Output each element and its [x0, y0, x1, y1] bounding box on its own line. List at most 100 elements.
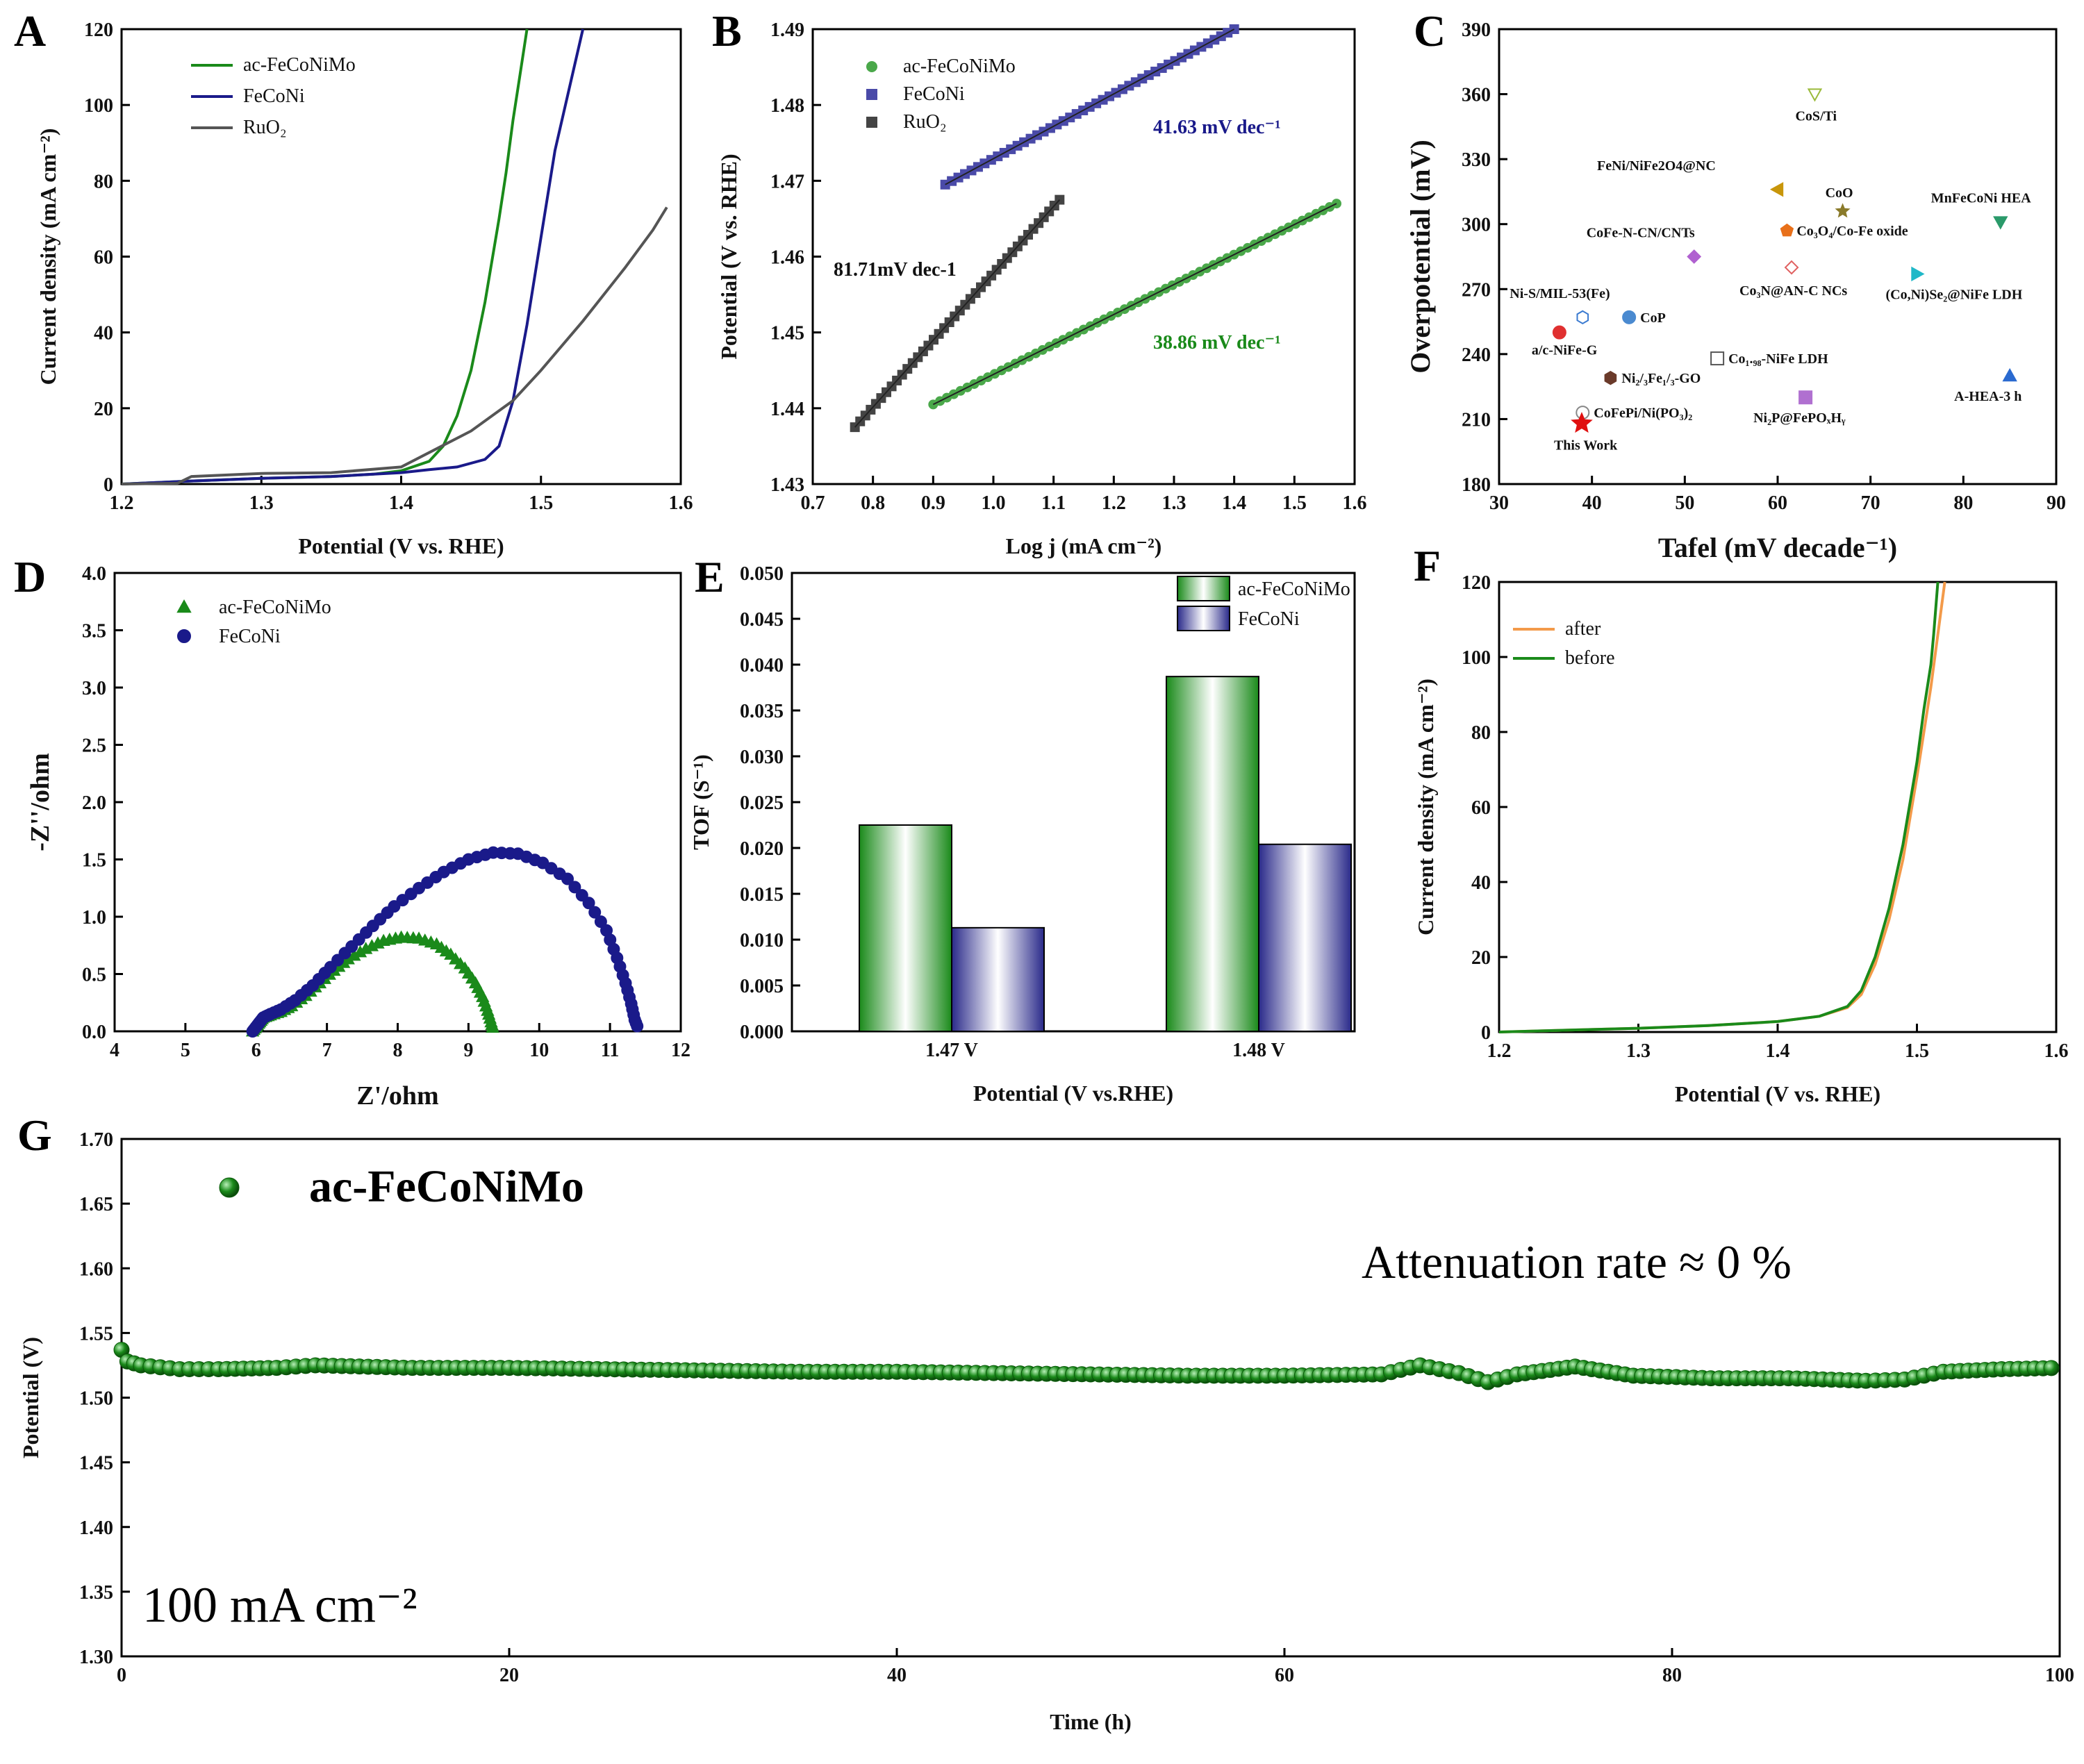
f-y-tick-label: 120 [1462, 572, 1491, 594]
panel-letter-e: E [695, 552, 725, 601]
panel-letter-g: G [17, 1110, 52, 1160]
e-y-tick-label: 0.005 [740, 976, 784, 997]
a-x-tick-label: 1.3 [249, 492, 274, 514]
a-y-tick-label: 60 [94, 247, 113, 269]
f-x-tick-label: 1.4 [1766, 1040, 1790, 1062]
c-x-tick-label: 40 [1582, 492, 1602, 514]
panel-b-tafel-chart: 0.7 0.8 0.9 1.0 1.1 1.2 1.3 1.4 1.5 1.6 1.43 1.44 1.… [716, 19, 1367, 558]
c-point-label-12: Ni₂/₃Fe₁/₃-GO [1621, 371, 1701, 386]
g-y-tick-label: 1.65 [79, 1194, 113, 1215]
d-x-axis-title: Z'/ohm [356, 1081, 438, 1110]
f-y-tick-label: 40 [1471, 872, 1491, 894]
a-x-tick-label: 1.4 [389, 492, 413, 514]
a-y-tick-label: 0 [104, 474, 113, 496]
b-x-tick-label: 0.7 [801, 492, 825, 514]
b-x-tick-label: 0.9 [921, 492, 945, 514]
a-y-tick-label: 120 [84, 19, 113, 41]
f-y-tick-label: 80 [1471, 722, 1491, 744]
c-point-label-5: CoFe-N-CN/CNTs [1587, 226, 1695, 241]
e-bar-1-0 [1166, 676, 1259, 1032]
d-legend-marker-1 [177, 629, 191, 643]
b-plot-frame [811, 28, 1356, 485]
c-point-marker-13 [2002, 367, 2017, 382]
f-series-line-1 [1498, 581, 1940, 1033]
panel-letter-b: B [712, 6, 742, 56]
f-y-tick-label: 100 [1462, 647, 1491, 669]
c-point-marker-16 [1571, 412, 1593, 433]
g-y-tick-label: 1.40 [79, 1517, 113, 1539]
c-point-marker-3 [1993, 216, 2008, 230]
e-y-tick-label: 0.020 [740, 838, 784, 860]
a-legend-label-2: RuO₂ [243, 117, 287, 138]
d-point [631, 1020, 644, 1033]
g-x-tick-label: 60 [1275, 1665, 1294, 1686]
g-y-tick-label: 1.60 [79, 1258, 113, 1280]
c-y-tick-label: 360 [1462, 85, 1491, 106]
f-x-tick-label: 1.3 [1626, 1040, 1651, 1062]
c-point-marker-2 [1835, 203, 1851, 218]
e-legend-swatch-1 [1177, 606, 1230, 631]
e-bar-1-1 [1258, 843, 1352, 1032]
b-legend-label-2: RuO₂ [903, 111, 947, 133]
b-annotation-acfeconimo: 38.86 mV dec⁻¹ [1153, 332, 1281, 353]
d-legend-label-0: ac-FeCoNiMo [219, 597, 331, 618]
a-x-axis-title: Potential (V vs. RHE) [298, 533, 504, 558]
g-y-tick-label: 1.55 [79, 1323, 113, 1345]
g-x-tick-label: 40 [887, 1665, 907, 1686]
d-point [396, 894, 409, 907]
d-y-tick-label: 2.0 [82, 792, 106, 814]
e-bar-0-0 [859, 824, 952, 1032]
d-legend-label-1: FeCoNi [219, 626, 281, 647]
f-x-tick-label: 1.5 [1905, 1040, 1929, 1062]
e-x-axis-title: Potential (V vs.RHE) [973, 1081, 1173, 1106]
c-point-label-10: a/c-NiFe-G [1532, 343, 1598, 358]
e-y-tick-label: 0.015 [740, 884, 784, 906]
b-x-tick-label: 0.8 [861, 492, 885, 514]
c-y-tick-label: 210 [1462, 409, 1491, 431]
d-y-tick-label: 2.5 [82, 735, 106, 757]
f-x-tick-label: 1.2 [1487, 1040, 1512, 1062]
c-x-tick-label: 90 [2046, 492, 2066, 514]
c-point-marker-11 [1710, 351, 1725, 366]
c-x-tick-label: 50 [1675, 492, 1694, 514]
b-legend-label-1: FeCoNi [903, 83, 965, 105]
f-x-axis-title: Potential (V vs. RHE) [1675, 1081, 1880, 1106]
g-attenuation-text: Attenuation rate ≈ 0 % [1362, 1235, 1792, 1288]
b-legend-marker-2 [866, 117, 877, 128]
b-fit-line-2 [854, 199, 1061, 428]
d-y-tick-label: 0.0 [82, 1022, 106, 1043]
b-y-tick-label: 1.43 [770, 474, 804, 496]
g-x-axis-title: Time (h) [1050, 1709, 1132, 1734]
c-y-tick-label: 330 [1462, 149, 1491, 171]
panel-letter-c: C [1414, 6, 1446, 56]
g-legend-label: ac-FeCoNiMo [309, 1161, 584, 1212]
e-legend-label-0: ac-FeCoNiMo [1238, 579, 1350, 600]
g-y-tick-label: 1.30 [79, 1647, 113, 1668]
a-series-line-2 [121, 206, 668, 485]
g-x-tick-label: 0 [117, 1665, 126, 1686]
b-x-tick-label: 1.0 [982, 492, 1006, 514]
f-x-tick-label: 1.6 [2044, 1040, 2069, 1062]
e-y-tick-label: 0.050 [740, 563, 784, 585]
d-x-tick-label: 5 [181, 1040, 190, 1061]
e-y-tick-label: 0.045 [740, 609, 784, 631]
b-y-tick-label: 1.46 [770, 247, 804, 269]
b-x-tick-label: 1.4 [1222, 492, 1246, 514]
f-y-axis-title: Current density (mA cm⁻²) [1413, 679, 1438, 935]
d-y-tick-label: 3.0 [82, 678, 106, 699]
c-point-label-8: Ni-S/MIL-53(Fe) [1510, 286, 1610, 301]
g-x-tick-label: 20 [499, 1665, 519, 1686]
d-legend-marker-0 [176, 599, 192, 613]
e-y-tick-label: 0.010 [740, 930, 784, 951]
g-y-tick-label: 1.45 [79, 1453, 113, 1474]
c-x-tick-label: 30 [1489, 492, 1509, 514]
e-legend-label-1: FeCoNi [1238, 608, 1300, 630]
b-x-tick-label: 1.1 [1041, 492, 1066, 514]
g-x-tick-label: 100 [2045, 1665, 2074, 1686]
c-point-marker-4 [1780, 223, 1794, 237]
b-y-tick-label: 1.49 [770, 19, 804, 41]
e-y-tick-label: 0.040 [740, 655, 784, 676]
c-point-marker-0 [1807, 88, 1823, 102]
a-x-tick-label: 1.2 [110, 492, 134, 514]
b-x-tick-label: 1.6 [1343, 492, 1367, 514]
